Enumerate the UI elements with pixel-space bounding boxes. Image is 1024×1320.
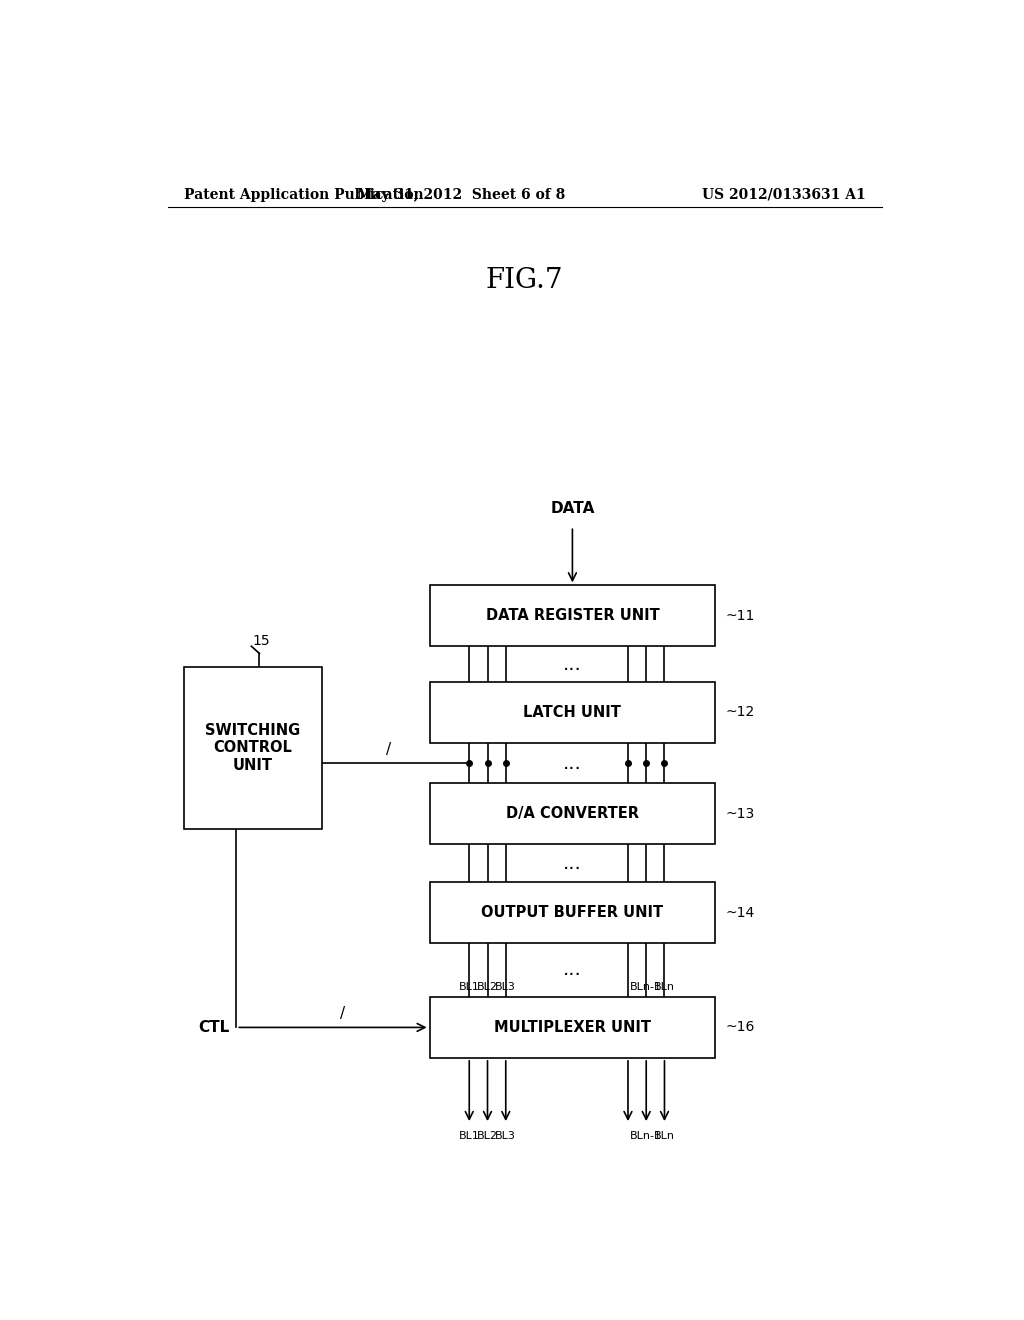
Text: ~16: ~16	[726, 1020, 755, 1035]
Bar	[430, 882, 715, 942]
Text: ...: ...	[563, 655, 582, 673]
Text: LATCH UNIT: LATCH UNIT	[523, 705, 622, 719]
Text: SWITCHING
CONTROL
UNIT: SWITCHING CONTROL UNIT	[206, 723, 301, 772]
Bar	[430, 585, 715, 647]
Text: BLn-1: BLn-1	[630, 982, 663, 991]
Text: FIG.7: FIG.7	[486, 267, 563, 294]
Text: BLn: BLn	[654, 1131, 675, 1140]
Text: OUTPUT BUFFER UNIT: OUTPUT BUFFER UNIT	[481, 906, 664, 920]
Text: Patent Application Publication: Patent Application Publication	[183, 187, 423, 202]
Text: DATA: DATA	[550, 502, 595, 516]
Text: BL3: BL3	[496, 982, 516, 991]
Bar	[430, 997, 715, 1057]
Text: BL2: BL2	[477, 982, 498, 991]
Text: 15: 15	[252, 635, 269, 648]
Text: /: /	[340, 1006, 345, 1022]
Text: MULTIPLEXER UNIT: MULTIPLEXER UNIT	[494, 1020, 651, 1035]
Bar	[430, 784, 715, 845]
Text: May 31, 2012  Sheet 6 of 8: May 31, 2012 Sheet 6 of 8	[357, 187, 565, 202]
Text: D/A CONVERTER: D/A CONVERTER	[506, 807, 639, 821]
Text: BL1: BL1	[459, 982, 479, 991]
Bar	[430, 682, 715, 743]
Text: US 2012/0133631 A1: US 2012/0133631 A1	[702, 187, 866, 202]
Text: ...: ...	[563, 961, 582, 979]
Text: CTL: CTL	[199, 1020, 230, 1035]
Text: ~14: ~14	[726, 906, 755, 920]
Text: ...: ...	[563, 754, 582, 772]
Text: BL3: BL3	[496, 1131, 516, 1140]
Text: ...: ...	[563, 854, 582, 873]
Text: BLn-1: BLn-1	[630, 1131, 663, 1140]
Text: ~11: ~11	[726, 609, 755, 623]
Text: /: /	[386, 742, 391, 758]
Bar	[183, 667, 323, 829]
Text: ~13: ~13	[726, 807, 755, 821]
Text: BL1: BL1	[459, 1131, 479, 1140]
Text: DATA REGISTER UNIT: DATA REGISTER UNIT	[485, 609, 659, 623]
Text: ~12: ~12	[726, 705, 755, 719]
Text: BL2: BL2	[477, 1131, 498, 1140]
Text: BLn: BLn	[654, 982, 675, 991]
